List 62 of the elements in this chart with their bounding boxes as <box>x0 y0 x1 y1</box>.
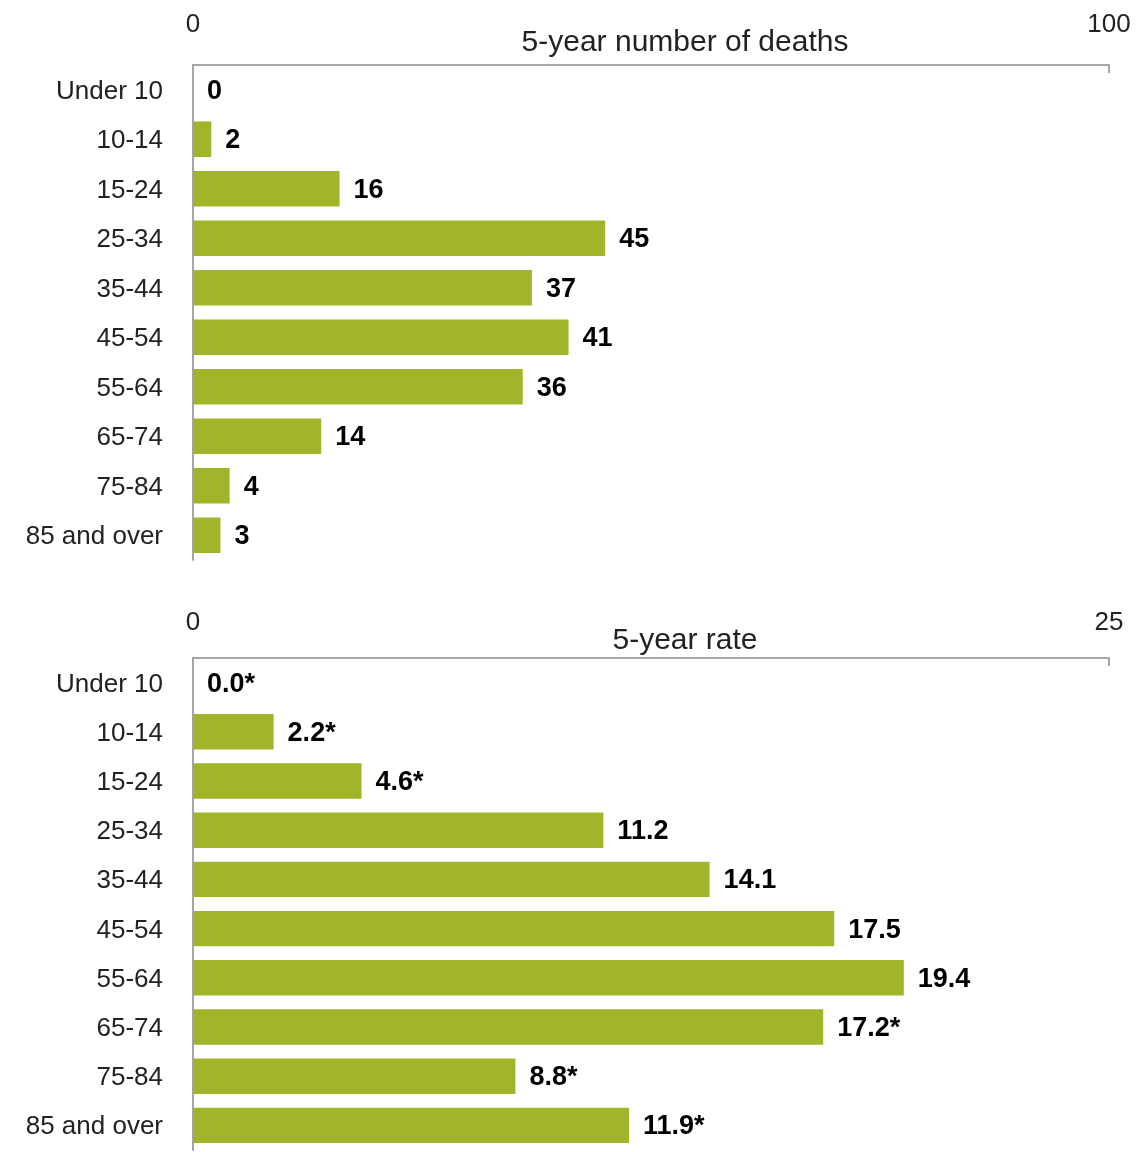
data-label: 16 <box>353 173 384 204</box>
x-tick-label: 100 <box>1087 8 1131 38</box>
y-tick-label: 55-64 <box>96 962 163 993</box>
y-tick-label: 55-64 <box>96 371 163 402</box>
y-tick-label: 65-74 <box>96 421 163 452</box>
data-label: 14.1 <box>723 864 777 895</box>
x-tick-label: 25 <box>1094 606 1124 636</box>
bar <box>193 812 604 848</box>
bar <box>193 121 212 158</box>
y-tick-label: 85 and over <box>25 520 164 551</box>
y-tick-label: 15-24 <box>96 173 163 204</box>
data-label: 11.2 <box>617 815 669 846</box>
data-label: 3 <box>234 520 250 551</box>
y-tick-label: 15-24 <box>96 766 163 796</box>
y-tick-label: 10-14 <box>96 716 163 747</box>
chart-title: 5-year number of deaths <box>521 23 849 57</box>
data-label: 14 <box>335 421 366 452</box>
data-label: 0 <box>207 74 223 105</box>
bar <box>193 763 362 799</box>
data-label: 36 <box>536 371 567 402</box>
data-label: 2.2* <box>287 716 337 747</box>
y-tick-label: 75-84 <box>96 1061 163 1092</box>
data-label: 17.5 <box>848 913 901 944</box>
data-label: 41 <box>582 322 613 353</box>
data-label: 45 <box>619 223 650 254</box>
y-tick-label: 45-54 <box>96 322 163 353</box>
bar <box>193 467 230 504</box>
y-tick-label: Under 10 <box>56 667 163 698</box>
bar <box>193 960 904 996</box>
data-label: 37 <box>545 272 576 303</box>
y-tick-label: 65-74 <box>96 1012 163 1042</box>
data-label: 17.2* <box>837 1012 901 1042</box>
bar <box>193 517 221 554</box>
data-label: 19.4 <box>917 962 971 993</box>
chart-title: 5-year rate <box>612 621 758 655</box>
bar <box>193 220 606 257</box>
data-label: 2 <box>225 124 241 155</box>
data-label: 11.9* <box>643 1110 706 1141</box>
bar <box>193 269 532 306</box>
y-tick-label: 45-54 <box>96 913 163 944</box>
y-tick-label: Under 10 <box>56 74 163 105</box>
bar <box>193 1009 824 1045</box>
bar <box>193 861 710 898</box>
y-tick-label: 25-34 <box>96 223 163 254</box>
y-tick-label: 35-44 <box>96 864 163 895</box>
bar <box>193 1058 516 1094</box>
bar <box>193 1107 630 1144</box>
data-label: 8.8* <box>529 1061 578 1092</box>
bar <box>193 910 835 947</box>
y-tick-label: 75-84 <box>96 470 163 501</box>
y-tick-label: 35-44 <box>96 272 163 303</box>
data-label: 0.0* <box>207 667 256 698</box>
bar <box>193 418 322 455</box>
bar <box>193 319 569 356</box>
y-tick-label: 85 and over <box>25 1110 164 1141</box>
data-label: 4 <box>243 470 259 501</box>
bar <box>193 714 274 750</box>
bar <box>193 368 523 405</box>
bar <box>193 170 340 207</box>
y-tick-label: 10-14 <box>96 124 163 155</box>
y-tick-label: 25-34 <box>96 815 163 846</box>
data-label: 4.6* <box>375 766 425 796</box>
